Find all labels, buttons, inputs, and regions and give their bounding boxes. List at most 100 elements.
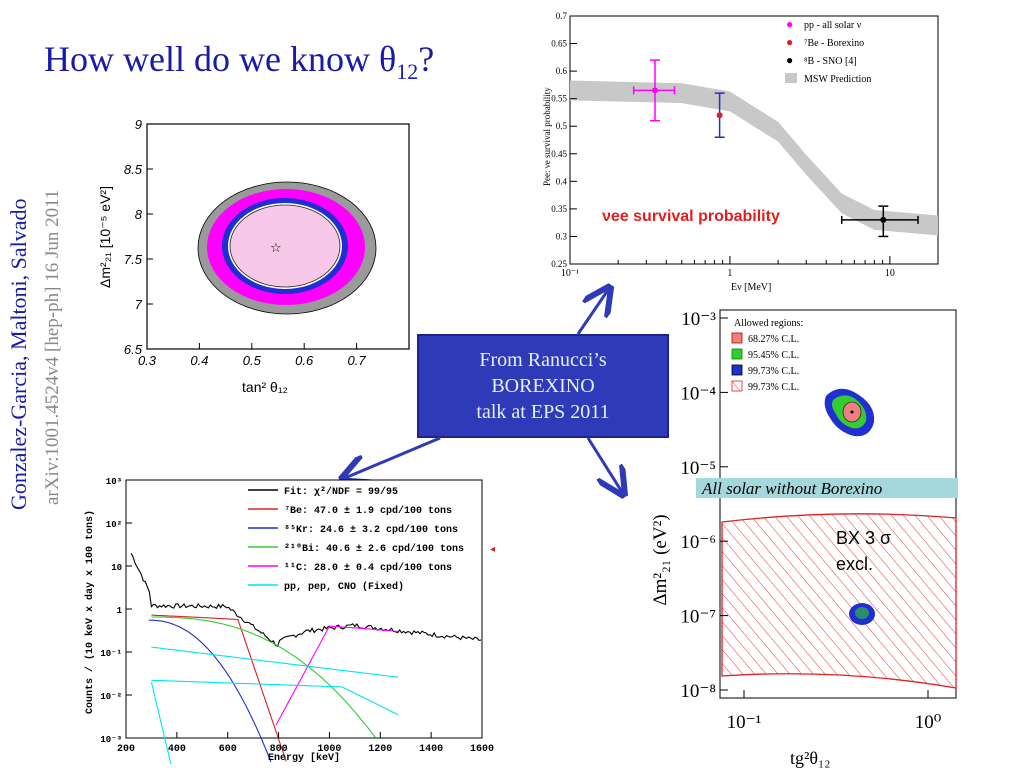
y-tick-label: 10⁻⁵ — [680, 458, 716, 479]
banner-text: All solar without Borexino — [701, 479, 882, 498]
y-tick-label: 9 — [135, 117, 142, 132]
legend-bi: ²¹⁰Bi: 40.6 ± 2.6 cpd/100 tons — [284, 543, 464, 555]
y-tick-label: 10⁻¹ — [100, 649, 122, 659]
x-ticks: 200 400 600 800 1000 1200 1400 1600 — [117, 732, 494, 755]
callout-line-3: talk at EPS 2011 — [476, 401, 610, 423]
legend: Fit: χ²/NDF = 99/95 ⁷Be: 47.0 ± 1.9 cpd/… — [248, 486, 464, 593]
cno-curve — [151, 679, 399, 716]
legend-b8-marker: ● — [786, 53, 793, 67]
y-tick-label: 8 — [135, 207, 143, 222]
y-tick-label: 0.5 — [556, 121, 568, 131]
legend-msw: MSW Prediction — [804, 74, 871, 85]
regions-lower — [849, 603, 875, 625]
y-tick-label: 10⁻³ — [681, 309, 716, 330]
annotation-label: νee survival probability — [602, 208, 780, 225]
survival-probability-chart: 10⁻¹ 1 10 0.25 0.3 0.35 0.4 0.45 0.5 0.55 0.6 0.65… — [542, 11, 939, 293]
y-tick-label: 1 — [117, 606, 123, 616]
region-pink — [229, 204, 341, 288]
x-axis-label: tan² θ₁₂ — [242, 379, 288, 395]
arrow-to-regions-plot — [586, 437, 622, 492]
legend-pp: pp, pep, CNO (Fixed) — [284, 581, 404, 593]
y-ticks: 6.5 7 7.5 8 8.5 9 — [124, 117, 153, 357]
x-tick-label: 1000 — [317, 744, 341, 755]
y-tick-label: 0.4 — [556, 176, 568, 186]
x-tick-label: 10⁻¹ — [561, 268, 579, 279]
red-tick-mark: ◂ — [490, 544, 495, 555]
contour-tan2-chart: ☆ 0.3 0.4 0.5 0.6 0.7 6.577.588.59 tan² θ₁₂ … — [97, 117, 410, 395]
c11-curve — [275, 625, 399, 726]
bi210-curve — [151, 616, 376, 738]
x-tick-label: 800 — [270, 744, 288, 755]
y-tick-label: 10⁻² — [100, 692, 122, 702]
x-tick-label: 0.6 — [295, 353, 314, 368]
y-tick-label: 6.5 — [124, 342, 143, 357]
x-ticks: 10⁻¹ 1 10 — [561, 256, 939, 279]
y-tick-label: 7.5 — [124, 252, 143, 267]
regions-upper — [824, 388, 875, 437]
data-point — [651, 87, 658, 94]
y-tick-label: 10⁻³ — [100, 735, 122, 745]
legend-99-hatched: 99.73% C.L. — [748, 382, 799, 393]
legend-be: ⁷Be: 47.0 ± 1.9 cpd/100 tons — [284, 505, 452, 517]
y-tick-label: 10³ — [106, 477, 122, 487]
y-tick-label: 8.5 — [124, 162, 143, 177]
y-tick-label: 0.55 — [551, 94, 567, 104]
arrow-to-survival-plot — [576, 290, 608, 335]
y-tick-label: 0.7 — [556, 11, 568, 21]
x-tick-label: 0.5 — [243, 353, 262, 368]
y-tick-label: 0.6 — [556, 66, 568, 76]
legend-swatch-68 — [731, 332, 743, 344]
y-tick-label: 10² — [106, 520, 122, 530]
x-ticks: 0.3 0.4 0.5 0.6 0.7 — [138, 343, 366, 368]
callout-box: From Ranucci’s BOREXINO talk at EPS 2011 — [417, 334, 669, 438]
pep-curve — [151, 646, 399, 678]
legend-title: Allowed regions: — [734, 318, 803, 329]
data-point — [716, 112, 723, 119]
excl-label-2: excl. — [836, 554, 873, 574]
y-tick-label: 0.25 — [551, 259, 567, 269]
callout-line-1: From Ranucci’s — [479, 349, 607, 371]
pp-curve — [150, 681, 172, 764]
plot-frame — [125, 479, 483, 739]
legend-be-marker: ● — [786, 35, 793, 49]
borexino-spectrum-chart: 200 400 600 800 1000 1200 1400 1600 10⁻³10⁻²10⁻… — [84, 477, 495, 764]
x-tick-label: 1 — [727, 268, 732, 279]
y-tick-label: 10⁻⁴ — [680, 383, 716, 404]
x-tick-label: 0.4 — [190, 353, 208, 368]
y-tick-label: 7 — [135, 297, 143, 312]
legend-swatch-99-hatched — [731, 380, 743, 392]
callout-line-2: BOREXINO — [491, 375, 595, 397]
best-fit-star: ☆ — [270, 240, 282, 255]
y-tick-label: 10⁻⁷ — [680, 607, 716, 628]
x-tick-label: 600 — [219, 744, 237, 755]
legend: Allowed regions: 68.27% C.L. 95.45% C.L.… — [731, 318, 803, 393]
spectrum-curves — [130, 552, 482, 764]
x-tick-label: 1600 — [470, 744, 494, 755]
y-tick-label: 10 — [111, 563, 122, 573]
x-tick-label: 200 — [117, 744, 135, 755]
y-tick-label: 0.35 — [551, 204, 567, 214]
legend-kr: ⁸⁵Kr: 24.6 ± 3.2 cpd/100 tons — [284, 524, 458, 536]
y-tick-label: 0.3 — [556, 231, 568, 241]
x-tick-label: 10⁻¹ — [727, 712, 762, 733]
y-ticks: 10⁻³ 10⁻⁴ 10⁻⁵ 10⁻⁶ 10⁻⁷ 10⁻⁸ — [680, 309, 728, 702]
legend-fit: Fit: χ²/NDF = 99/95 — [284, 486, 398, 498]
legend-swatch-99 — [731, 364, 743, 376]
x-ticks: 10⁻¹ 10⁰ — [727, 690, 942, 733]
x-tick-label: 0.3 — [138, 353, 157, 368]
excl-label-1: BX 3 σ — [836, 528, 891, 548]
be7-curve — [151, 614, 287, 762]
fit-total-curve — [130, 552, 482, 648]
y-tick-label: 10⁻⁸ — [680, 681, 716, 702]
y-ticks: 10⁻³ 10⁻² 10⁻¹ 1 10 10² 10³ — [100, 477, 132, 745]
legend-pp: pp - all solar ν — [804, 20, 862, 31]
x-tick-label: 10 — [885, 268, 895, 279]
data-points — [632, 59, 919, 238]
x-tick-label: 10⁰ — [915, 712, 942, 733]
legend-be: ⁷Be - Borexino — [804, 38, 864, 49]
legend-95: 95.45% C.L. — [748, 350, 799, 361]
y-axis-label: Δm²₂₁ [10⁻⁵ eV²] — [97, 186, 113, 288]
banner-bg — [696, 478, 958, 498]
slide-title: How well do we know θ12? — [44, 39, 435, 85]
